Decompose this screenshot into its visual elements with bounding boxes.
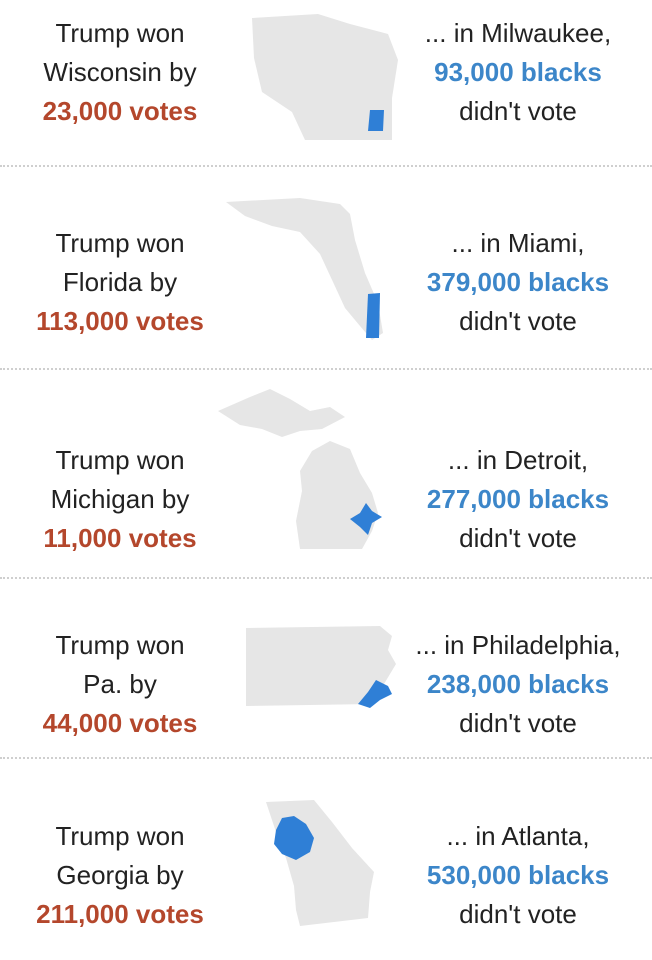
- nonvoter-count-text: 238,000 blacks: [426, 669, 610, 699]
- vote-margin-text: 113,000 votes: [36, 306, 204, 336]
- city-name-text: ... in Miami,: [451, 228, 585, 258]
- nonvoter-count-text: 379,000 blacks: [426, 267, 610, 297]
- city-name-text: ... in Detroit,: [447, 445, 589, 475]
- lower-peninsula-shape: [296, 441, 378, 549]
- nonvoter-count-text: 530,000 blacks: [426, 860, 610, 890]
- trump-won-text: Trump won: [55, 18, 185, 48]
- row-divider: [0, 757, 652, 759]
- trump-won-text: Trump won: [55, 445, 185, 475]
- state-summary: Trump won Wisconsin by 23,000 votes: [0, 14, 240, 131]
- state-summary: Trump won Michigan by 11,000 votes: [0, 441, 240, 558]
- city-marker: [350, 503, 382, 535]
- didnt-vote-text: didn't vote: [459, 96, 577, 126]
- georgia-state-map-icon: [266, 800, 374, 926]
- city-marker: [274, 816, 314, 860]
- city-summary: ... in Atlanta, 530,000 blacks didn't vo…: [392, 817, 644, 934]
- state-name-text: Wisconsin by: [43, 57, 197, 87]
- didnt-vote-text: didn't vote: [459, 306, 577, 336]
- city-name-text: ... in Philadelphia,: [415, 630, 621, 660]
- nonvoter-count-text: 277,000 blacks: [426, 484, 610, 514]
- row-pennsylvania: Trump won Pa. by 44,000 votes ... in Phi…: [0, 580, 652, 756]
- state-name-text: Georgia by: [56, 860, 184, 890]
- state-summary: Trump won Pa. by 44,000 votes: [0, 626, 240, 743]
- trump-won-text: Trump won: [55, 228, 185, 258]
- row-divider: [0, 577, 652, 579]
- state-shape: [246, 626, 396, 706]
- state-name-text: Florida by: [62, 267, 178, 297]
- row-florida: Trump won Florida by 113,000 votes ... i…: [0, 168, 652, 368]
- didnt-vote-text: didn't vote: [459, 899, 577, 929]
- vote-margin-text: 23,000 votes: [42, 96, 198, 126]
- vote-margin-text: 44,000 votes: [42, 708, 198, 738]
- vote-margin-text: 11,000 votes: [43, 523, 197, 553]
- row-michigan: Trump won Michigan by 11,000 votes ... i…: [0, 371, 652, 576]
- row-divider: [0, 165, 652, 167]
- florida-state-map-icon: [226, 198, 383, 340]
- city-summary: ... in Philadelphia, 238,000 blacks didn…: [392, 626, 644, 743]
- city-name-text: ... in Milwaukee,: [424, 18, 612, 48]
- city-marker: [358, 680, 392, 708]
- state-shape: [226, 198, 383, 340]
- didnt-vote-text: didn't vote: [459, 523, 577, 553]
- city-name-text: ... in Atlanta,: [446, 821, 590, 851]
- state-name-text: Michigan by: [50, 484, 190, 514]
- city-summary: ... in Milwaukee, 93,000 blacks didn't v…: [392, 14, 644, 131]
- michigan-state-map-icon: [218, 389, 382, 549]
- didnt-vote-text: didn't vote: [459, 708, 577, 738]
- state-summary: Trump won Florida by 113,000 votes: [0, 224, 240, 341]
- vote-margin-text: 211,000 votes: [36, 899, 204, 929]
- trump-won-text: Trump won: [55, 821, 185, 851]
- state-shape: [252, 14, 398, 140]
- nonvoter-count-text: 93,000 blacks: [434, 57, 602, 87]
- pennsylvania-state-map-icon: [246, 626, 396, 708]
- state-name-text: Pa. by: [83, 669, 157, 699]
- city-marker: [368, 110, 384, 131]
- city-summary: ... in Detroit, 277,000 blacks didn't vo…: [392, 441, 644, 558]
- trump-won-text: Trump won: [55, 630, 185, 660]
- state-summary: Trump won Georgia by 211,000 votes: [0, 817, 240, 934]
- row-georgia: Trump won Georgia by 211,000 votes ... i…: [0, 760, 652, 960]
- row-divider: [0, 368, 652, 370]
- wisconsin-state-map-icon: [252, 14, 398, 140]
- city-summary: ... in Miami, 379,000 blacks didn't vote: [392, 224, 644, 341]
- upper-peninsula-shape: [218, 389, 345, 437]
- row-wisconsin: Trump won Wisconsin by 23,000 votes ... …: [0, 0, 652, 165]
- city-marker: [366, 293, 380, 338]
